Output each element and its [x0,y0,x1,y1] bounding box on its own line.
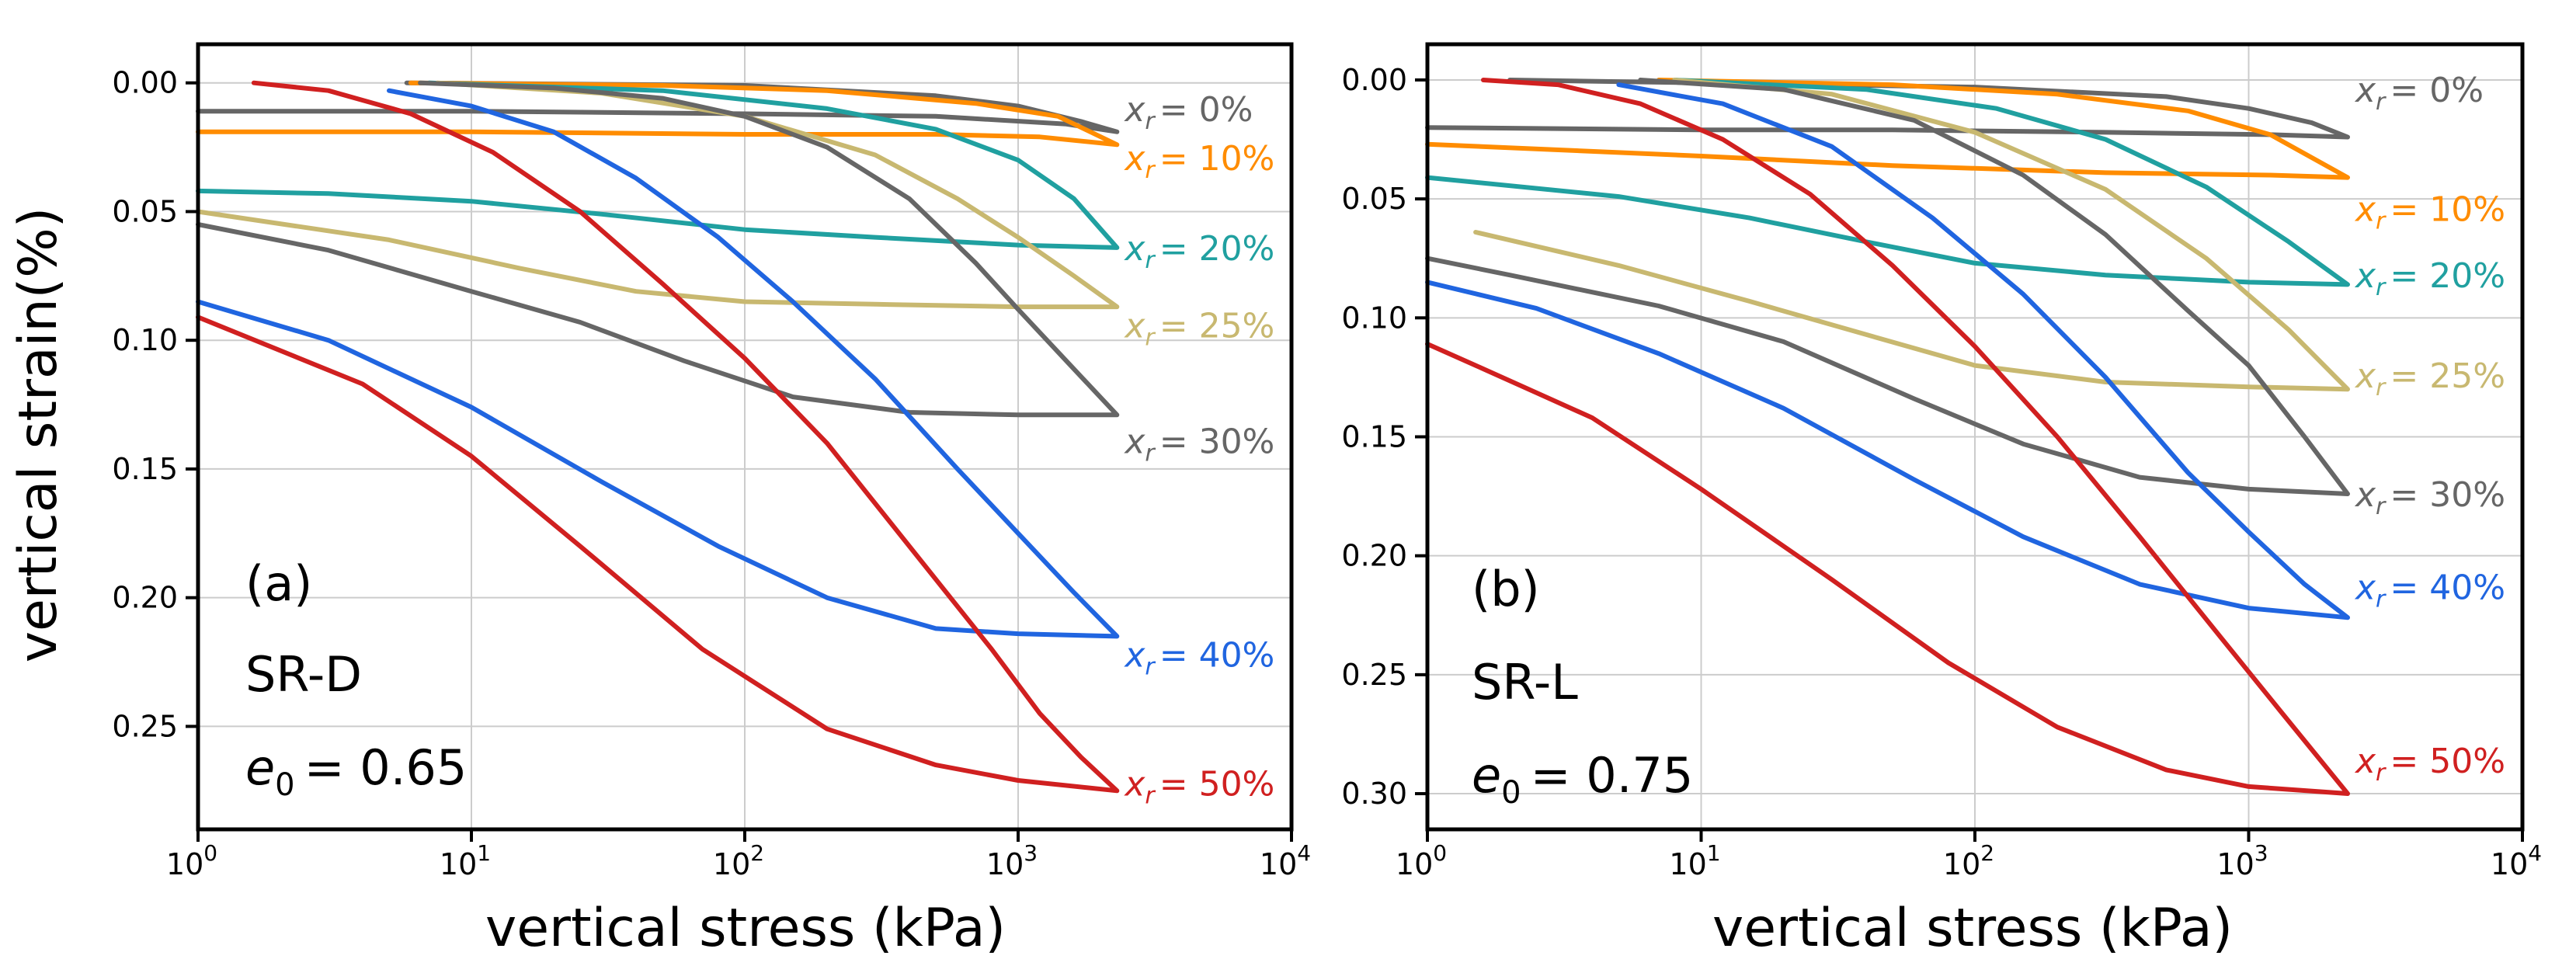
series-lines [196,80,1120,794]
series-label-x0: xr = 0% [2354,71,2484,116]
y-tick-label: 0.10 [112,323,178,357]
series-line-x40 [1425,82,2350,620]
series-labels: xr = 0%xr = 10% xr = 20% xr = 25% xr = 30% xr = 40… [1123,90,1274,809]
material-label: SR-L [1472,654,1578,711]
x-tick-label: 103 [986,840,1038,881]
y-tick-label: 0.00 [1341,63,1407,97]
series-label-x40: xr = 40% [2354,568,2505,613]
y-tick-label: 0.10 [1341,301,1407,335]
y-ticks: 0.00 0.05 0.10 0.15 0.20 0.25 0.30 [1341,63,1427,811]
y-tick-label: 0.00 [112,66,178,100]
series-label-x20: xr = 20% [2354,256,2505,301]
series-line-x25 [1473,78,2350,392]
x-tick-label: 100 [166,840,217,881]
panel-label: (b) [1472,561,1540,617]
y-tick-label: 0.20 [112,581,178,615]
y-tick-label: 0.20 [1341,539,1407,573]
series-label-x30: xr = 30% [2354,475,2505,520]
x-axis-title: vertical stress (kPa) [485,898,1006,959]
series-label-x20: xr = 20% [1123,229,1274,274]
series-label-x25: xr = 25% [2354,356,2505,401]
series-label-x10: xr = 10% [2354,189,2505,235]
void-ratio-label: e0 = 0.75 [1472,747,1693,811]
series-label-x50: xr = 50% [2354,742,2505,787]
panel-a: 100 101 102 103 104 0.00 0.05 0.10 0.15 0.20 0.25… [112,42,1311,959]
y-tick-label: 0.05 [1341,182,1407,216]
void-ratio-value: = 0.75 [1531,747,1694,804]
series-labels: xr = 0% xr = 10% xr = 20% xr = 25% xr = 30% xr = 40… [2354,71,2505,787]
y-tick-label: 0.25 [1341,658,1407,692]
series-line-x10 [196,80,1120,148]
x-tick-label: 100 [1396,840,1447,881]
series-label-x30: xr = 30% [1123,422,1274,467]
series-line-x50 [1425,78,2350,796]
void-ratio-label: e0 = 0.65 [245,739,467,803]
void-ratio-value: = 0.65 [304,739,468,796]
series-line-x30 [1425,78,2350,496]
series-lines [1425,78,2350,796]
x-tick-label: 102 [713,840,764,881]
y-tick-label: 0.30 [1341,777,1407,811]
x-tick-label: 102 [1943,840,1994,881]
series-label-x0: xr = 0% [1123,90,1253,135]
panel-b: 100 101 102 103 104 0.00 0.05 0.10 0.15 0.20 0.25… [1341,42,2542,959]
series-line-x50 [196,80,1120,794]
series-label-x25: xr = 25% [1123,306,1274,351]
series-line-x25 [196,80,1120,310]
grid [1427,44,2523,829]
y-tick-label: 0.15 [112,452,178,486]
y-tick-label: 0.05 [112,194,178,228]
series-line-x30 [196,80,1120,418]
series-label-x10: xr = 10% [1123,139,1274,184]
panel-label: (a) [245,555,312,612]
series-label-x40: xr = 40% [1123,636,1274,681]
material-label: SR-D [245,646,362,703]
series-label-x50: xr = 50% [1123,764,1274,809]
series-line-x10 [1425,78,2350,180]
series-line-x40 [196,88,1120,639]
x-tick-label: 101 [1669,840,1720,881]
x-tick-label: 103 [2216,840,2268,881]
y-tick-label: 0.15 [1341,420,1407,454]
series-line-x0 [1425,78,2350,140]
x-tick-label: 104 [2491,840,2542,881]
x-tick-label: 104 [1260,840,1311,881]
x-ticks: 100 101 102 103 104 [166,829,1311,881]
series-line-x20 [1425,78,2350,287]
x-tick-label: 101 [440,840,491,881]
y-ticks: 0.00 0.05 0.10 0.15 0.20 0.25 [112,66,198,743]
x-axis-title: vertical stress (kPa) [1712,898,2233,959]
y-axis-title: vertical strain(%) [8,207,69,663]
x-ticks: 100 101 102 103 104 [1396,829,2542,881]
y-tick-label: 0.25 [112,709,178,743]
series-line-x20 [196,80,1120,250]
